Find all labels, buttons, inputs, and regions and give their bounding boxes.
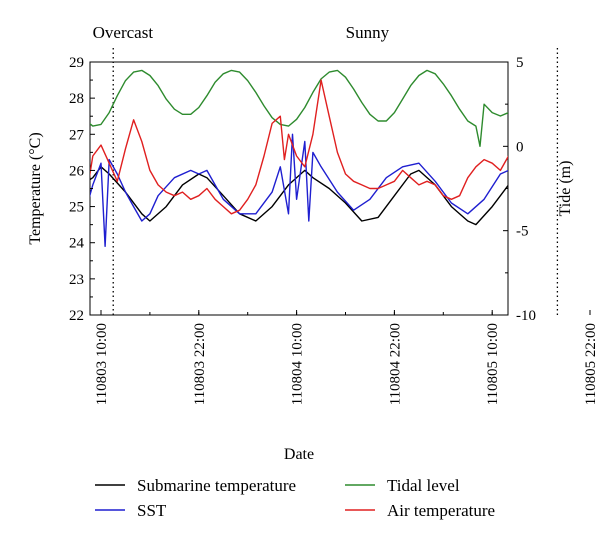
left-tick-label-26: 26 — [69, 163, 85, 179]
left-tick-label-24: 24 — [69, 236, 85, 252]
x-axis-label: Date — [284, 446, 314, 463]
x-tick-label-1: 110803 22:00 — [192, 323, 208, 405]
series-tidal-level — [90, 69, 508, 147]
right-tick-label-0: 0 — [516, 139, 524, 155]
left-tick-label-27: 27 — [69, 127, 85, 143]
x-tick-label-5: 110805 22:00 — [583, 323, 599, 405]
series-sst — [90, 133, 508, 247]
left-tick-label-29: 29 — [69, 55, 84, 71]
weather-label-sunny: Sunny — [346, 23, 390, 42]
plot-area — [89, 61, 509, 316]
right-axis: -10 -5 0 5 — [503, 55, 536, 324]
right-tick-label-5: 5 — [516, 55, 524, 71]
x-tick-label-2: 110804 10:00 — [290, 323, 306, 405]
series-air-temperature — [90, 79, 508, 215]
left-tick-label-25: 25 — [69, 200, 84, 216]
series-submarine-temperature — [90, 166, 508, 226]
left-tick-label-28: 28 — [69, 91, 84, 107]
legend-label-sst: SST — [137, 501, 167, 520]
legend-label-air-temperature: Air temperature — [387, 501, 495, 520]
weather-dividers — [112, 48, 559, 315]
left-axis: 22 23 24 25 26 27 28 29 — [69, 55, 95, 324]
series-lines — [90, 69, 508, 247]
x-tick-label-0: 110803 10:00 — [94, 323, 110, 405]
right-tick-label--10: -10 — [516, 308, 536, 324]
x-tick-label-4: 110805 10:00 — [485, 323, 501, 405]
x-tick-label-3: 110804 22:00 — [387, 323, 403, 405]
x-axis: 110803 10:00 110803 22:00 110804 10:00 1108… — [94, 310, 599, 405]
legend-label-submarine-temperature: Submarine temperature — [137, 476, 296, 495]
plot-frame — [89, 61, 509, 316]
y-axis-right-label: Tide (m) — [557, 161, 574, 217]
legend: Submarine temperature Tidal level SST Air t… — [95, 476, 495, 520]
left-tick-label-22: 22 — [69, 308, 84, 324]
weather-label-overcast: Overcast — [93, 23, 154, 42]
weather-labels: OvercastSunnyRainyCloudy — [93, 23, 390, 42]
legend-label-tidal-level: Tidal level — [387, 476, 460, 495]
y-axis-left-label: Temperature (°C) — [27, 132, 44, 244]
left-tick-label-23: 23 — [69, 272, 84, 288]
right-tick-label--5: -5 — [516, 224, 529, 240]
